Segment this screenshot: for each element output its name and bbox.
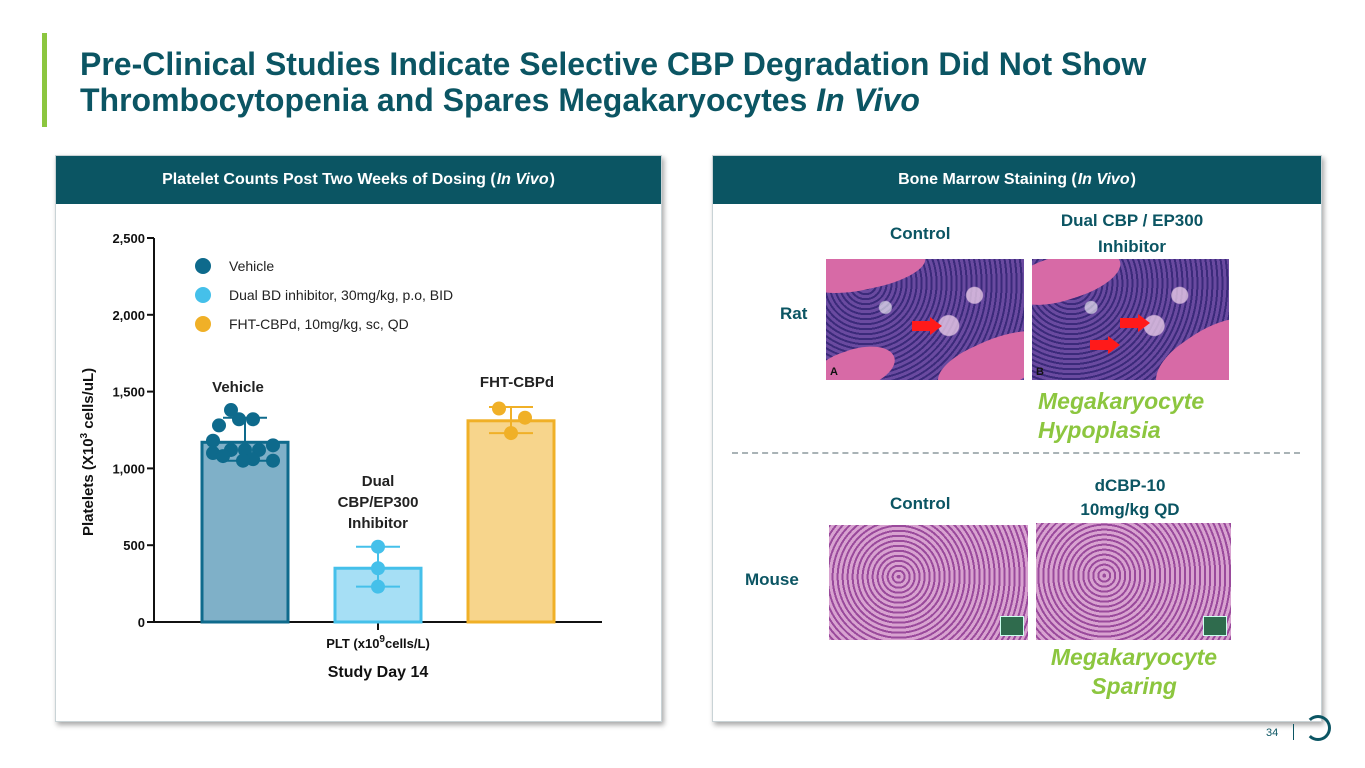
page-number: 34: [1266, 727, 1279, 739]
legend-label: Vehicle: [229, 258, 274, 274]
company-logo-icon: [1305, 715, 1331, 741]
mouse-control-label: Control: [890, 494, 951, 513]
header-italic: In Vivo: [496, 171, 549, 188]
title-accent-bar: [42, 33, 47, 127]
platelet-bar-chart: 0 500 1,000 1,500 2,000 2,500 Platelets (X103 …: [79, 231, 602, 681]
data-point: [224, 403, 238, 418]
data-point: [246, 412, 260, 427]
platelet-panel: Platelet Counts Post Two Weeks of Dosing…: [55, 155, 662, 722]
y-tick-label: 0: [138, 615, 145, 630]
image-letter-a: A: [830, 366, 838, 378]
rat-row-label: Rat: [780, 304, 808, 323]
y-tick-label: 2,000: [112, 308, 145, 323]
bone-marrow-panel-header: Bone Marrow Staining (In Vivo): [713, 156, 1321, 204]
data-point: [371, 561, 385, 576]
data-point: [236, 453, 250, 468]
bar: [200, 440, 290, 624]
rat-finding: Megakaryocyte Hypoplasia: [1038, 387, 1204, 445]
mouse-finding-line-1: Megakaryocyte: [1050, 644, 1218, 670]
legend-swatch: [195, 316, 211, 332]
data-point: [371, 539, 385, 554]
data-point: [492, 401, 506, 416]
data-point: [206, 433, 220, 448]
legend-label: Dual BD inhibitor, 30mg/kg, p.o, BID: [229, 287, 453, 303]
y-tick-label: 2,500: [112, 231, 145, 246]
mouse-treated-line-2: 10mg/kg QD: [1080, 500, 1180, 519]
y-tick-label: 500: [123, 538, 145, 553]
rat-treated-label: Dual CBP / EP300 Inhibitor: [1032, 208, 1232, 260]
data-point: [371, 579, 385, 594]
scale-bar-icon: [1203, 616, 1227, 636]
rat-treated-line-2: Inhibitor: [1098, 237, 1166, 256]
data-point: [238, 442, 252, 457]
mouse-finding-line-2: Sparing: [1091, 673, 1177, 699]
rat-control-micrograph: A: [826, 259, 1024, 380]
title-line-2-text: Thrombocytopenia and Spares Megakaryocyt…: [80, 82, 817, 118]
legend-swatch: [195, 287, 211, 303]
x-axis-label: PLT (x109cells/L): [326, 634, 430, 651]
rat-control-label: Control: [890, 224, 951, 243]
header-text: Bone Marrow Staining (: [898, 171, 1077, 188]
header-close: ): [549, 171, 555, 188]
rat-treated-line-1: Dual CBP / EP300: [1060, 211, 1204, 230]
mouse-finding: Megakaryocyte Sparing: [1034, 643, 1234, 701]
title-line-2-italic: In Vivo: [816, 82, 920, 118]
y-axis-label: Platelets (X103 cells/uL): [79, 368, 97, 536]
data-point: [518, 410, 532, 425]
mouse-treated-micrograph: [1036, 523, 1231, 640]
bar-label: Dual: [362, 473, 395, 490]
section-divider: [732, 452, 1300, 454]
header-close: ): [1130, 171, 1136, 188]
data-point: [232, 412, 246, 427]
mouse-row-label: Mouse: [745, 570, 799, 589]
mouse-treated-line-1: dCBP-10: [1094, 476, 1166, 495]
bar-label: FHT-CBPd: [480, 374, 554, 391]
footer-divider: [1293, 724, 1294, 740]
scale-bar-icon: [1000, 616, 1024, 636]
data-point: [504, 426, 518, 441]
mouse-control-micrograph: [829, 525, 1028, 640]
image-letter-b: B: [1036, 366, 1044, 378]
data-point: [212, 418, 226, 433]
data-point: [266, 453, 280, 468]
x-axis-sublabel: Study Day 14: [328, 664, 429, 681]
mouse-treated-label: dCBP-10 10mg/kg QD: [1030, 474, 1230, 522]
legend-label: FHT-CBPd, 10mg/kg, sc, QD: [229, 316, 409, 332]
bar-label: CBP/EP300: [338, 494, 419, 511]
rat-finding-line-2: Hypoplasia: [1038, 417, 1161, 443]
title-line-2: Thrombocytopenia and Spares Megakaryocyt…: [80, 82, 1280, 118]
slide-title: Pre-Clinical Studies Indicate Selective …: [80, 46, 1280, 118]
title-line-1: Pre-Clinical Studies Indicate Selective …: [80, 46, 1147, 82]
bar-label: Inhibitor: [348, 515, 408, 532]
header-italic: In Vivo: [1077, 171, 1130, 188]
y-tick-label: 1,500: [112, 385, 145, 400]
header-text: Platelet Counts Post Two Weeks of Dosing…: [162, 171, 496, 188]
legend-swatch: [195, 258, 211, 274]
bar-label: Vehicle: [212, 379, 264, 396]
platelet-panel-header: Platelet Counts Post Two Weeks of Dosing…: [56, 156, 661, 204]
data-point: [266, 438, 280, 453]
bar: [466, 419, 556, 624]
rat-finding-line-1: Megakaryocyte: [1038, 388, 1205, 414]
y-tick-label: 1,000: [112, 461, 145, 476]
data-point: [216, 449, 230, 464]
